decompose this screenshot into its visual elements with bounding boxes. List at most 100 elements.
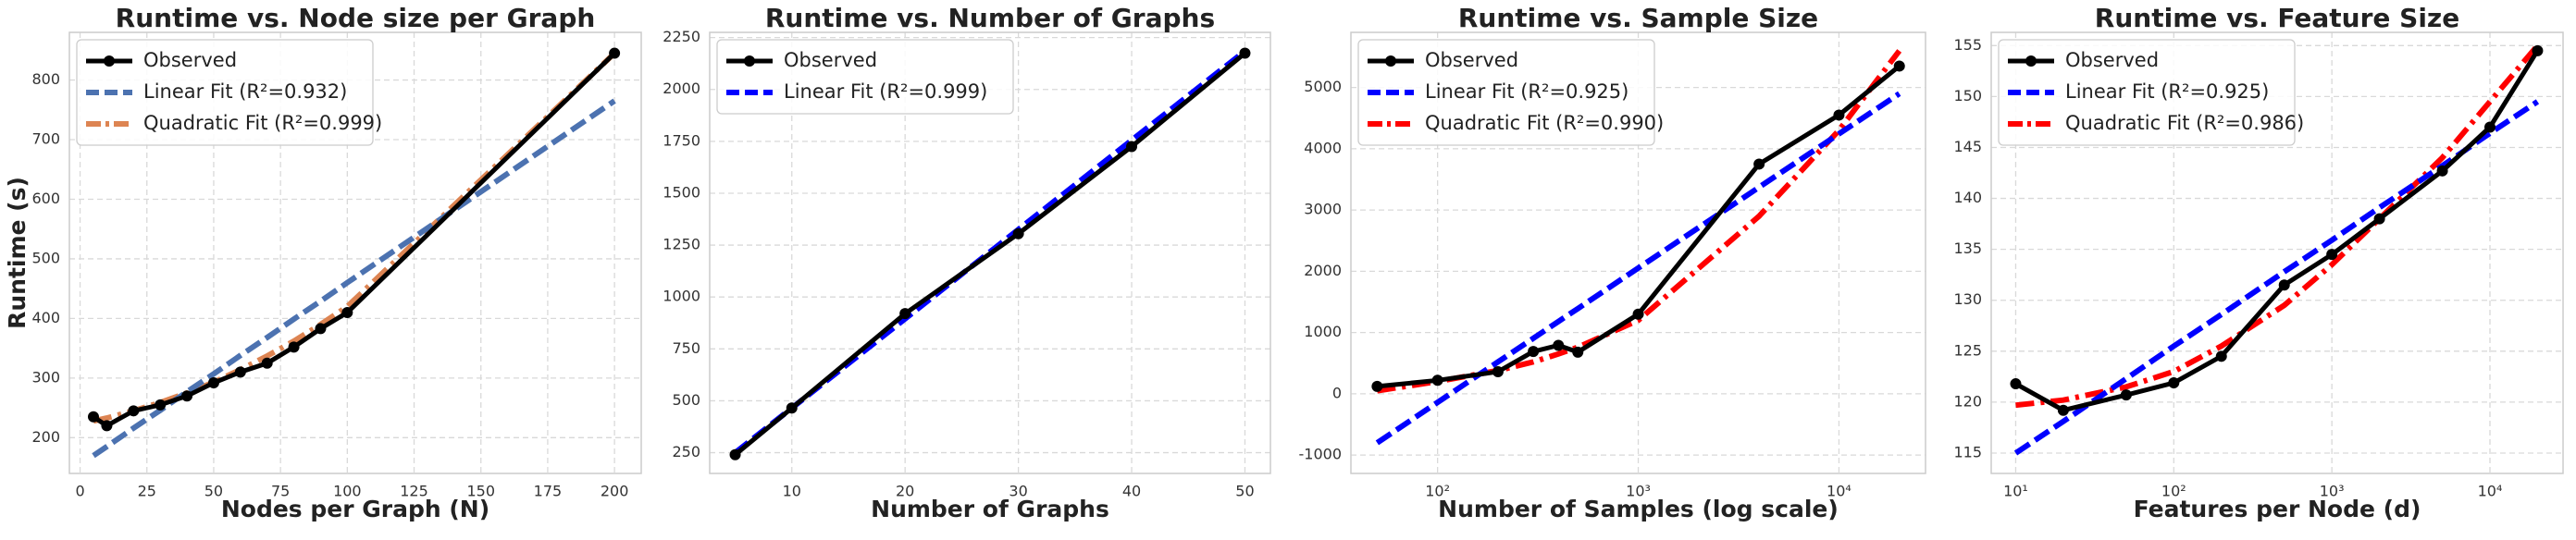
x-tick-label: 10³ [1626, 483, 1651, 500]
x-tick-label: 10² [1425, 483, 1450, 500]
y-tick-label: 1000 [663, 288, 700, 305]
legend-box [76, 39, 374, 146]
y-tick-label: 4000 [1304, 139, 1342, 156]
axes-frame [1990, 31, 2564, 474]
data-point [729, 448, 741, 460]
x-tick-label: 10⁴ [1827, 483, 1852, 500]
legend-label: Quadratic Fit (R²=0.986) [2065, 112, 2304, 134]
x-tick-label: 30 [1009, 483, 1027, 500]
legend-label: Observed [2065, 49, 2159, 71]
data-point [1753, 158, 1765, 170]
data-point [1239, 47, 1251, 59]
data-point [1431, 374, 1443, 387]
chart-title: Runtime vs. Number of Graphs [765, 3, 1215, 33]
data-point [2057, 404, 2069, 416]
legend-box [1357, 39, 1655, 146]
data-point [1632, 308, 1644, 320]
data-point [181, 390, 193, 402]
y-tick-label: 400 [31, 309, 60, 326]
data-point [609, 47, 621, 59]
x-axis-label: Number of Graphs [871, 496, 1109, 522]
data-point [2436, 165, 2448, 177]
data-point [2010, 378, 2022, 390]
data-point [128, 405, 140, 417]
chart-title: Runtime vs. Sample Size [1458, 3, 1818, 33]
legend-label: Observed [143, 49, 237, 71]
data-point [1833, 109, 1845, 121]
y-tick-label: 200 [31, 428, 60, 446]
legend-label: Observed [784, 49, 877, 71]
series-line [92, 98, 616, 459]
y-axis-label: Runtime (s) [4, 177, 31, 329]
x-axis-label: Features per Node (d) [2134, 496, 2421, 522]
y-tick-label: -1000 [1299, 446, 1343, 463]
y-tick-label: 800 [31, 70, 60, 88]
series-line [1375, 91, 1901, 446]
subplot: -1000 0 1000 2000 3000 4000 5000 10² 10³ 10⁴ Obser… [1299, 3, 1926, 522]
y-tick-label: 2250 [663, 28, 700, 45]
y-tick-label: 5000 [1304, 78, 1342, 95]
y-tick-label: 500 [672, 391, 700, 409]
y-tick-label: 3000 [1304, 201, 1342, 218]
legend-box [716, 39, 1014, 115]
data-point [155, 399, 167, 411]
legend-label: Linear Fit (R²=0.925) [1425, 80, 1629, 103]
subplot: 200 300 400 500 600 700 800 0 25 50 75 100 125 150 175… [4, 3, 642, 522]
legend-box [1998, 39, 2296, 146]
x-tick-label: 10³ [2320, 483, 2345, 500]
y-tick-label: 1750 [663, 131, 700, 149]
data-point [288, 341, 300, 353]
y-tick-label: 125 [1953, 341, 1982, 359]
legend-label: Observed [1425, 49, 1518, 71]
x-tick-label: 0 [75, 483, 84, 500]
x-tick-label: 75 [271, 483, 290, 500]
data-point [2215, 350, 2227, 362]
y-tick-label: 150 [1953, 87, 1982, 104]
data-point [341, 306, 353, 318]
data-point [1012, 227, 1024, 239]
x-tick-label: 150 [466, 483, 495, 500]
data-point [1893, 60, 1905, 72]
y-tick-label: 300 [31, 368, 60, 386]
x-tick-label: 50 [204, 483, 223, 500]
x-tick-label: 175 [534, 483, 563, 500]
axes-frame [709, 31, 1271, 474]
y-tick-label: 115 [1953, 443, 1982, 460]
data-point [207, 377, 219, 389]
subplot: 250 500 750 1000 1250 1500 1750 2000 2250 10 20 30 4… [663, 3, 1271, 522]
legend-label: Linear Fit (R²=0.999) [784, 80, 987, 103]
y-tick-label: 0 [1332, 384, 1342, 401]
x-axis-label: Number of Samples (log scale) [1438, 496, 1839, 522]
y-tick-label: 130 [1953, 290, 1982, 308]
x-tick-label: 20 [896, 483, 914, 500]
x-tick-label: 200 [601, 483, 629, 500]
data-point [2484, 121, 2496, 133]
y-tick-label: 250 [672, 443, 700, 460]
series-line [2015, 43, 2540, 409]
y-tick-label: 155 [1953, 36, 1982, 54]
x-axis-label: Nodes per Graph (N) [221, 496, 489, 522]
data-point [1492, 366, 1504, 378]
x-tick-label: 25 [138, 483, 156, 500]
axes-frame [1350, 31, 1926, 474]
legend-marker [744, 55, 755, 67]
subplot: 115 120 125 130 135 140 145 150 155 10¹ 10² 10³ 10⁴ O… [1953, 3, 2564, 522]
axes-frame [68, 31, 642, 474]
data-point [2168, 376, 2180, 388]
legend-label: Quadratic Fit (R²=0.990) [1425, 112, 1664, 134]
y-tick-label: 750 [672, 339, 700, 357]
legend-marker [1385, 55, 1396, 67]
x-tick-label: 10 [783, 483, 801, 500]
data-point [261, 357, 273, 369]
x-tick-label: 125 [400, 483, 428, 500]
y-tick-label: 120 [1953, 392, 1982, 410]
x-tick-label: 10⁴ [2478, 483, 2503, 500]
legend-marker [2025, 55, 2037, 67]
data-point [2278, 279, 2290, 291]
y-tick-label: 1500 [663, 183, 700, 201]
legend-label: Linear Fit (R²=0.925) [2065, 80, 2269, 103]
data-point [1126, 141, 1138, 153]
x-tick-label: 50 [1235, 483, 1254, 500]
y-tick-label: 500 [31, 249, 60, 266]
y-tick-label: 2000 [1304, 262, 1342, 279]
